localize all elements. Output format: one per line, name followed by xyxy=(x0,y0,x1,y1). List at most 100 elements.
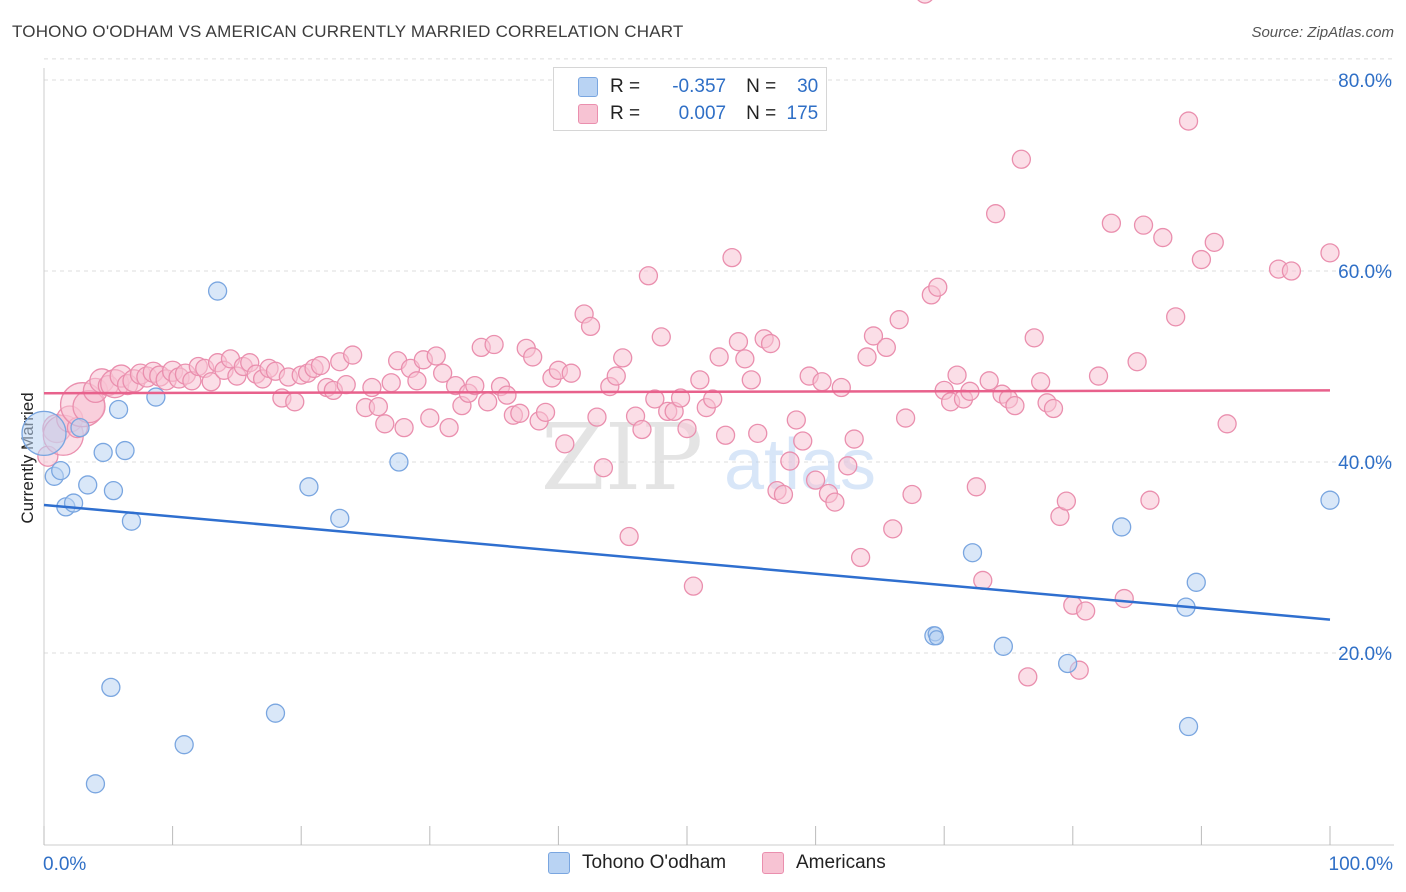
americans-point-50 xyxy=(368,396,389,417)
americans-point-56 xyxy=(407,371,427,391)
americans-point-162 xyxy=(1133,215,1154,235)
americans-point-122 xyxy=(838,456,858,476)
tohono-point-26 xyxy=(1058,653,1078,674)
legend-r-label: R = xyxy=(610,76,641,97)
americans-point-93 xyxy=(651,327,671,347)
tohono-point-20 xyxy=(85,774,106,794)
americans-point-47 xyxy=(342,345,363,365)
tohono-point-15 xyxy=(207,281,228,301)
americans-point-129 xyxy=(889,310,909,330)
americans-point-120 xyxy=(825,492,845,512)
americans-point-88 xyxy=(619,526,639,547)
americans-points xyxy=(37,0,1340,687)
americans-point-91 xyxy=(638,266,659,286)
tohono-trend-line xyxy=(43,503,1331,621)
tohono-point-13 xyxy=(146,387,166,407)
americans-point-84 xyxy=(593,458,614,478)
americans-point-125 xyxy=(857,347,877,367)
americans-point-65 xyxy=(465,375,485,396)
americans-point-168 xyxy=(1204,232,1224,253)
americans-point-148 xyxy=(1018,667,1038,687)
americans-point-72 xyxy=(510,403,530,423)
legend-n-value-tohono: 30 xyxy=(797,76,819,97)
legend-n-label: N = xyxy=(746,76,777,97)
y-tick-label-20.0%: 20.0% xyxy=(1338,644,1392,665)
americans-point-60 xyxy=(433,363,453,383)
americans-point-49 xyxy=(362,377,382,398)
americans-point-165 xyxy=(1166,307,1186,327)
americans-point-154 xyxy=(1056,491,1077,511)
tohono-point-29 xyxy=(1186,572,1206,592)
americans-point-149 xyxy=(1024,328,1044,348)
y-tick-label-40.0%: 40.0% xyxy=(1338,453,1392,474)
tohono-point-27 xyxy=(1112,517,1132,537)
americans-point-115 xyxy=(793,431,813,451)
americans-point-51 xyxy=(375,414,395,434)
americans-point-103 xyxy=(715,425,736,445)
americans-point-25 xyxy=(201,372,221,392)
americans-point-80 xyxy=(561,363,581,383)
americans-point-102 xyxy=(709,347,729,367)
tohono-point-31 xyxy=(1320,490,1340,510)
americans-point-107 xyxy=(741,370,761,390)
americans-point-172 xyxy=(1320,243,1340,263)
x-tick-label-max: 100.0% xyxy=(1329,854,1394,875)
y-tick-label-60.0%: 60.0% xyxy=(1338,262,1392,283)
americans-point-157 xyxy=(1076,601,1096,621)
americans-point-160 xyxy=(1114,588,1134,609)
tohono-point-9 xyxy=(103,480,124,501)
tohono-point-5 xyxy=(70,417,90,438)
legend-n-label: N = xyxy=(746,103,777,124)
americans-point-58 xyxy=(420,408,440,428)
americans-point-76 xyxy=(535,402,556,422)
legend-row-tohono: R = -0.357 N = 30 xyxy=(578,75,818,99)
americans-point-108 xyxy=(748,423,768,444)
tohono-point-25 xyxy=(993,636,1014,656)
americans-point-110 xyxy=(760,333,781,354)
americans-point-134 xyxy=(928,277,948,297)
americans-point-146 xyxy=(1005,396,1025,416)
americans-point-163 xyxy=(1140,490,1160,510)
americans-point-52 xyxy=(381,373,401,393)
tohono-point-8 xyxy=(101,677,121,698)
americans-point-70 xyxy=(497,385,517,405)
legend-swatch-blue xyxy=(578,77,598,97)
americans-point-131 xyxy=(902,484,922,505)
legend-r-label: R = xyxy=(610,103,641,124)
americans-point-112 xyxy=(773,484,794,505)
tohono-point-14 xyxy=(174,735,194,755)
americans-point-82 xyxy=(580,316,601,337)
americans-point-46 xyxy=(336,374,356,395)
americans-point-42 xyxy=(310,355,331,376)
tohono-point-11 xyxy=(115,440,135,461)
chart-title: TOHONO O'ODHAM VS AMERICAN CURRENTLY MAR… xyxy=(12,22,684,41)
americans-point-169 xyxy=(1217,414,1237,434)
series-legend-tohono[interactable]: Tohono O'odham xyxy=(548,852,726,874)
y-tick-label-80.0%: 80.0% xyxy=(1338,71,1392,92)
americans-point-117 xyxy=(805,470,826,490)
americans-point-104 xyxy=(722,247,742,268)
series-legend: Tohono O'odham Americans xyxy=(0,852,1406,878)
americans-point-61 xyxy=(439,417,459,438)
series-legend-tohono-label: Tohono O'odham xyxy=(582,852,727,873)
americans-point-167 xyxy=(1191,249,1212,270)
americans-point-114 xyxy=(786,410,806,430)
americans-point-150 xyxy=(1031,372,1051,392)
legend-row-americans: R = 0.007 N = 175 xyxy=(578,102,818,126)
americans-point-152 xyxy=(1043,398,1064,419)
series-legend-americans[interactable]: Americans xyxy=(762,852,886,874)
tohono-point-18 xyxy=(330,508,350,528)
tohono-point-2 xyxy=(51,460,71,481)
americans-point-166 xyxy=(1178,111,1199,131)
americans-point-164 xyxy=(1153,227,1173,248)
americans-point-83 xyxy=(587,407,607,427)
x-tick-label-min: 0.0% xyxy=(43,854,86,875)
americans-point-132 xyxy=(917,0,933,4)
americans-point-118 xyxy=(812,372,832,392)
americans-point-123 xyxy=(844,429,864,449)
americans-point-99 xyxy=(690,370,710,390)
tohono-point-7 xyxy=(93,442,113,463)
tohono-point-30 xyxy=(1178,716,1199,737)
americans-point-127 xyxy=(876,337,896,358)
